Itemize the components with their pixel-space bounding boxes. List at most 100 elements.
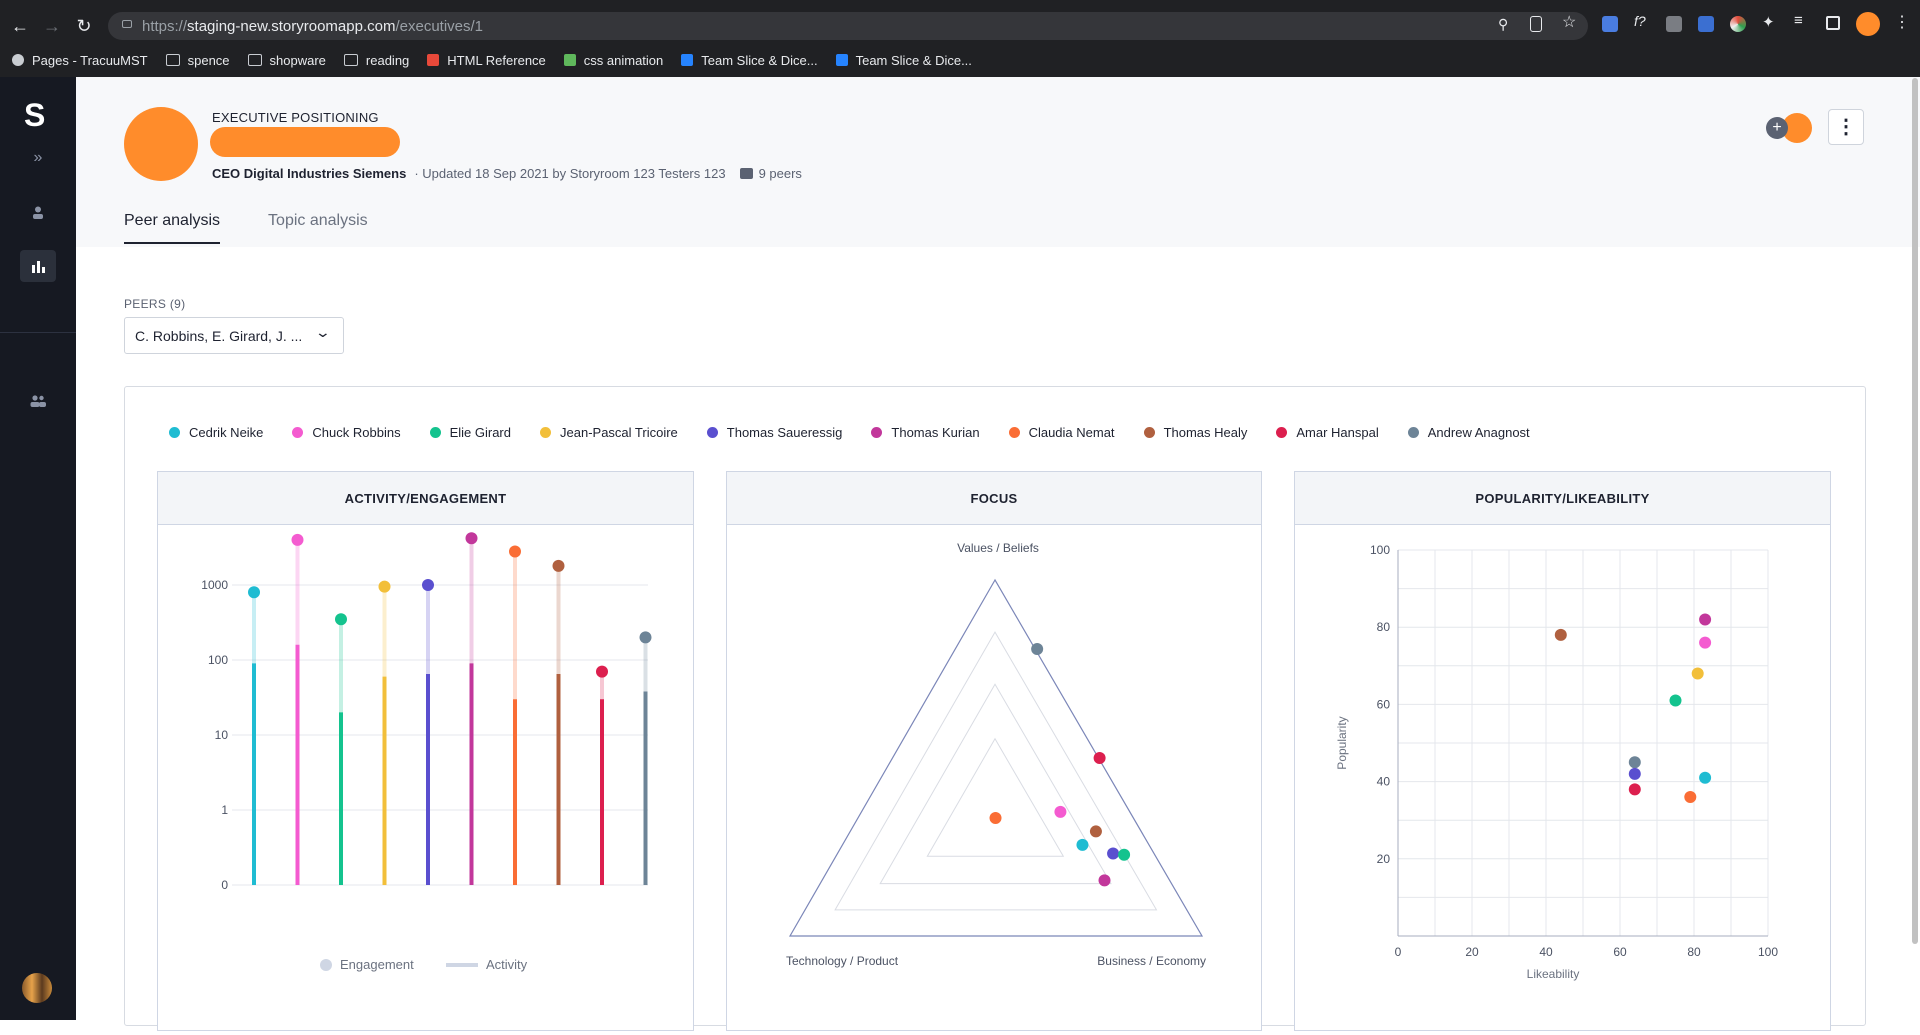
user-icon[interactable] — [20, 197, 56, 229]
focus-chart: Values / Beliefs Technology / Product Busi… — [786, 541, 1206, 968]
legend-dot — [540, 427, 551, 438]
expand-icon[interactable]: » — [33, 149, 43, 166]
app-logo[interactable]: S — [24, 97, 46, 133]
briefcase-icon — [739, 168, 753, 179]
legend-item-thomas-healy[interactable]: Thomas Healy — [1143, 425, 1247, 440]
legend-label: Claudia Nemat — [1028, 425, 1115, 440]
docs-extension-icon[interactable] — [1698, 16, 1714, 32]
triangle-ring — [879, 683, 1112, 885]
reading-list-icon[interactable]: ≡ — [1794, 12, 1803, 29]
y-tick-label: 40 — [1377, 775, 1391, 789]
legend-label: Elie Girard — [449, 425, 511, 440]
engagement-point-andrew-anagnost — [639, 631, 652, 644]
executive-name-redacted — [210, 127, 400, 157]
people-icon[interactable] — [20, 385, 56, 417]
translate-extension-icon[interactable] — [1602, 16, 1618, 32]
popularity-card-title: POPULARITY/LIKEABILITY — [1295, 472, 1830, 525]
legend-item-chuck-robbins[interactable]: Chuck Robbins — [292, 425, 401, 440]
legend-item-amar-hanspal[interactable]: Amar Hanspal — [1276, 425, 1379, 440]
engagement-point-jean-pascal-tricoire — [378, 580, 391, 593]
legend-item-andrew-anagnost[interactable]: Andrew Anagnost — [1407, 425, 1530, 440]
focus-point-thomas-kurian — [1098, 874, 1111, 887]
legend-dot — [1407, 427, 1419, 438]
bookmark-item[interactable]: Team Slice & Dice... — [681, 53, 818, 68]
bookmark-item[interactable]: spence — [165, 53, 230, 68]
popularity-point-chuck-robbins — [1699, 636, 1712, 649]
key-icon[interactable]: ⚲ — [1498, 16, 1509, 32]
collaborators[interactable]: + — [1766, 113, 1816, 143]
popularity-point-thomas-healy — [1554, 628, 1567, 641]
forward-icon[interactable]: → — [43, 16, 61, 36]
focus-point-chuck-robbins — [1054, 805, 1067, 818]
side-panel-icon[interactable] — [1826, 16, 1840, 30]
bar-chart-icon[interactable] — [20, 250, 56, 282]
peers-select[interactable]: C. Robbins, E. Girard, J. ... ⌄ — [124, 317, 344, 354]
executive-role: CEO Digital Industries Siemens — [212, 166, 407, 181]
color-extension-icon[interactable] — [1730, 16, 1746, 32]
url-text: https://staging-new.storyroomapp.com/exe… — [142, 18, 484, 35]
browser-menu-icon[interactable]: ⋮ — [1894, 14, 1910, 31]
bookmark-label: HTML Reference — [447, 52, 546, 68]
formula-extension-icon[interactable]: f? — [1634, 13, 1646, 29]
legend-dot — [871, 427, 883, 438]
popularity-point-elie-girard — [1669, 694, 1682, 707]
star-icon[interactable]: ☆ — [1562, 14, 1577, 31]
page-eyebrow: EXECUTIVE POSITIONING — [212, 110, 379, 125]
tab-topic-analysis[interactable]: Topic analysis — [268, 212, 368, 229]
focus-card-title: FOCUS — [727, 472, 1261, 525]
engagement-legend-label: Engagement — [340, 957, 414, 972]
bookmark-item[interactable]: Team Slice & Dice... — [835, 53, 972, 68]
x-tick-label: 80 — [1687, 945, 1701, 959]
focus-point-amar-hanspal — [1093, 751, 1106, 764]
back-icon[interactable]: ← — [11, 16, 29, 36]
focus-point-thomas-healy — [1089, 825, 1102, 838]
address-bar[interactable]: https://staging-new.storyroomapp.com/exe… — [108, 12, 1588, 40]
executive-meta: CEO Digital Industries Siemens · Updated… — [212, 166, 802, 181]
focus-point-cedrik-neike — [1076, 838, 1089, 851]
bookmark-item[interactable]: css animation — [563, 53, 663, 68]
bookmark-label: reading — [365, 52, 410, 68]
legend-item-thomas-saueressig[interactable]: Thomas Saueressig — [706, 425, 843, 440]
y-tick-label: 100 — [1370, 543, 1390, 557]
user-avatar[interactable] — [22, 973, 52, 1003]
play-icon — [563, 54, 576, 66]
focus-point-elie-girard — [1118, 848, 1131, 861]
add-collaborator-icon[interactable]: + — [1766, 117, 1788, 139]
legend-item-cedrik-neike[interactable]: Cedrik Neike — [169, 425, 263, 440]
triangle-ring — [926, 737, 1065, 857]
popularity-point-thomas-saueressig — [1628, 767, 1641, 780]
reload-icon[interactable]: ↻ — [76, 16, 92, 36]
p-extension-icon[interactable] — [1666, 16, 1682, 32]
folder-icon — [165, 54, 180, 66]
lock-icon — [122, 20, 132, 28]
bookmark-label: shopware — [269, 52, 326, 68]
x-tick-label: 0 — [1395, 945, 1402, 959]
legend-item-thomas-kurian[interactable]: Thomas Kurian — [871, 425, 980, 440]
focus-point-andrew-anagnost — [1031, 642, 1044, 655]
page-scrollbar[interactable] — [1912, 78, 1918, 944]
legend-item-elie-girard[interactable]: Elie Girard — [429, 425, 511, 440]
engagement-point-thomas-kurian — [465, 532, 478, 545]
more-options-button[interactable]: ⋮ — [1828, 109, 1864, 145]
profile-avatar[interactable] — [1856, 12, 1880, 36]
bookmark-item[interactable]: Pages - TracuuMST — [12, 53, 148, 68]
share-icon[interactable] — [1530, 16, 1542, 32]
bookmark-item[interactable]: shopware — [247, 52, 326, 68]
x-tick-label: 60 — [1613, 945, 1627, 959]
x-tick-label: 20 — [1465, 945, 1479, 959]
engagement-point-claudia-nemat — [509, 545, 521, 558]
puzzle-icon[interactable]: ✦ — [1762, 14, 1775, 31]
y-tick-label: 0 — [221, 878, 228, 892]
bookmark-item[interactable]: HTML Reference — [427, 53, 546, 68]
legend-label: Thomas Saueressig — [726, 425, 843, 440]
engagement-legend-dot — [320, 959, 332, 971]
tab-peer-analysis[interactable]: Peer analysis — [124, 212, 221, 244]
legend-dot — [169, 427, 180, 438]
bookmark-item[interactable]: reading — [343, 52, 410, 68]
engagement-point-cedrik-neike — [248, 586, 260, 599]
legend-item-claudia-nemat[interactable]: Claudia Nemat — [1008, 425, 1115, 440]
activity-chart: 1000010001001010EngagementActivity — [195, 503, 652, 972]
y-tick-label: 60 — [1377, 697, 1391, 711]
focus-card: FOCUS Values / Beliefs Technology / Produ… — [726, 471, 1262, 1031]
legend-item-jean-pascal-tricoire[interactable]: Jean-Pascal Tricoire — [540, 425, 678, 440]
